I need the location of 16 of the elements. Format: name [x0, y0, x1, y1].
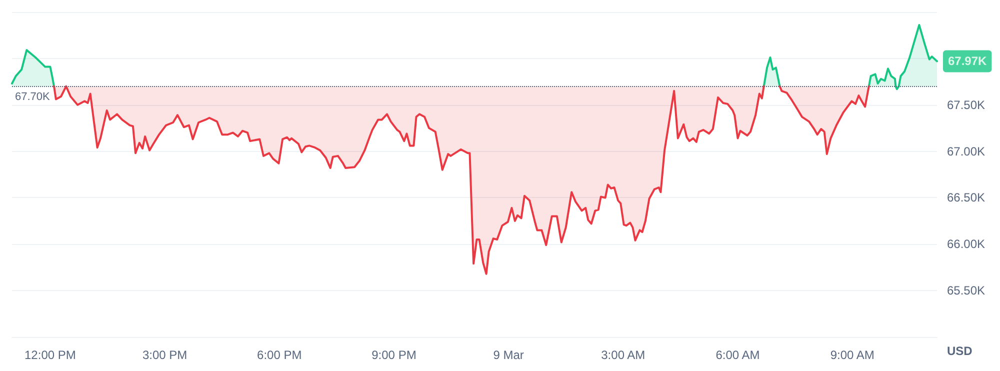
x-tick-label: 3:00 PM [142, 348, 188, 362]
x-tick-label: 9 Mar [493, 348, 524, 362]
x-tick-label: 9:00 PM [372, 348, 416, 362]
x-tick-label: 3:00 AM [601, 348, 646, 362]
x-tick-label: 6:00 PM [257, 348, 302, 362]
ref-line-label: 67.70K [15, 90, 51, 103]
y-axis-title: USD [947, 344, 973, 358]
annotation: 67.97K [948, 54, 988, 68]
x-tick-label: 9:00 AM [830, 348, 874, 362]
x-tick-label: 12:00 PM [24, 348, 76, 362]
y-tick-label: 66.00K [947, 237, 986, 252]
y-tick-label: 66.50K [947, 190, 986, 205]
y-tick-label: 65.50K [947, 284, 986, 298]
y-tick-label: 67.00K [947, 144, 986, 158]
x-tick-label: 6:00 AM [716, 348, 760, 362]
y-tick-label: 67.50K [947, 98, 986, 112]
